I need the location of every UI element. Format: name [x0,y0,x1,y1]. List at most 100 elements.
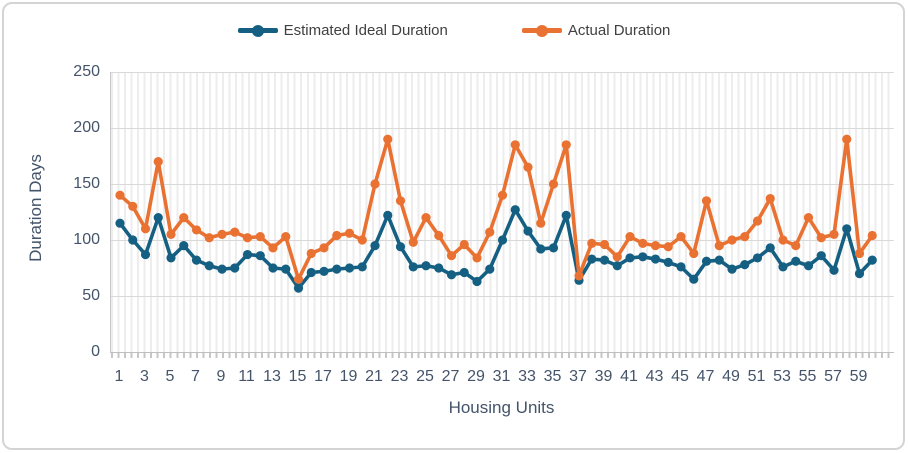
data-point [383,134,393,144]
data-point [752,216,763,226]
data-point [268,243,278,253]
x-tick-label: 1 [114,368,124,385]
x-tick-label: 41 [620,368,638,385]
data-point [434,230,444,241]
data-point [829,265,839,275]
x-tick-label: 43 [645,368,664,385]
x-tick-label: 57 [824,368,842,385]
data-point [242,233,253,243]
x-tick-label: 53 [773,368,791,385]
data-point [191,225,202,235]
series-actual-duration [115,134,877,284]
data-point [854,269,865,279]
data-point [676,232,686,242]
data-point [625,253,635,263]
data-point [115,190,125,200]
x-tick-label: 13 [263,368,281,385]
plot-area [110,72,894,358]
data-point [191,255,202,265]
data-point [561,210,571,220]
data-point [408,262,418,272]
data-point [166,253,176,263]
legend-item-estimated-ideal-duration: Estimated Ideal Duration [237,22,448,39]
legend: Estimated Ideal Duration Actual Duration [0,22,908,39]
data-point [714,255,724,265]
data-point [740,232,750,242]
data-point [663,242,673,252]
data-point [140,249,151,260]
data-point [650,254,661,264]
x-tick-label: 17 [314,368,332,385]
data-point [293,274,304,284]
data-point [778,262,788,272]
x-tick-label: 29 [467,368,485,385]
data-point [344,263,355,273]
data-point [128,201,138,211]
data-point [816,251,826,261]
data-point [612,261,622,271]
y-tick-label: 150 [73,175,100,192]
data-point [242,249,253,260]
data-point [230,227,240,237]
data-point [497,190,508,200]
legend-line-marker-icon [237,24,278,37]
y-tick-label: 0 [91,343,100,360]
data-point [842,134,852,144]
data-point [128,235,138,245]
data-point [561,140,571,150]
data-point [497,235,508,245]
data-point [370,241,380,251]
data-point [523,226,533,236]
data-point [485,264,495,274]
data-point [332,230,342,241]
data-point [638,238,648,248]
x-tick-label: 5 [165,368,175,385]
data-point [727,235,737,245]
data-point [701,196,712,206]
data-point [179,241,189,251]
legend-label-estimated: Estimated Ideal Duration [283,22,448,39]
data-point [255,232,265,242]
x-tick-label: 15 [288,368,307,385]
data-point [523,162,533,172]
legend-line-marker-icon [521,24,562,37]
data-point [421,213,431,223]
gridline-200 [111,128,894,129]
data-point [344,228,355,238]
x-tick-label: 9 [216,368,226,385]
data-point [153,157,163,167]
x-tick-label: 49 [722,368,740,385]
data-point [791,241,801,251]
data-point [574,271,584,281]
series-estimated-ideal-duration [115,205,877,293]
data-point [599,239,610,250]
gridline-250 [111,72,894,73]
data-point [663,257,673,267]
data-point [204,261,214,271]
x-tick-label: 23 [390,368,409,385]
data-point [281,232,291,242]
x-tick-label: 39 [594,368,613,385]
x-tick-label: 47 [696,368,715,385]
x-axis-tick-marks [111,353,894,358]
data-point [829,229,839,239]
x-axis-line [110,352,894,353]
x-tick-label: 31 [492,368,511,385]
data-point [791,256,801,266]
data-point [803,261,814,271]
y-tick-label: 250 [73,63,100,80]
data-point [421,261,431,271]
data-point [472,276,482,287]
data-point [395,242,406,252]
data-point [689,274,699,284]
data-point [612,252,622,262]
data-point [446,251,457,261]
data-point [765,193,775,204]
data-point [803,213,814,223]
data-point [536,218,546,228]
data-point [740,260,750,270]
data-point [332,264,342,274]
data-point [778,235,788,245]
data-point [230,263,240,273]
